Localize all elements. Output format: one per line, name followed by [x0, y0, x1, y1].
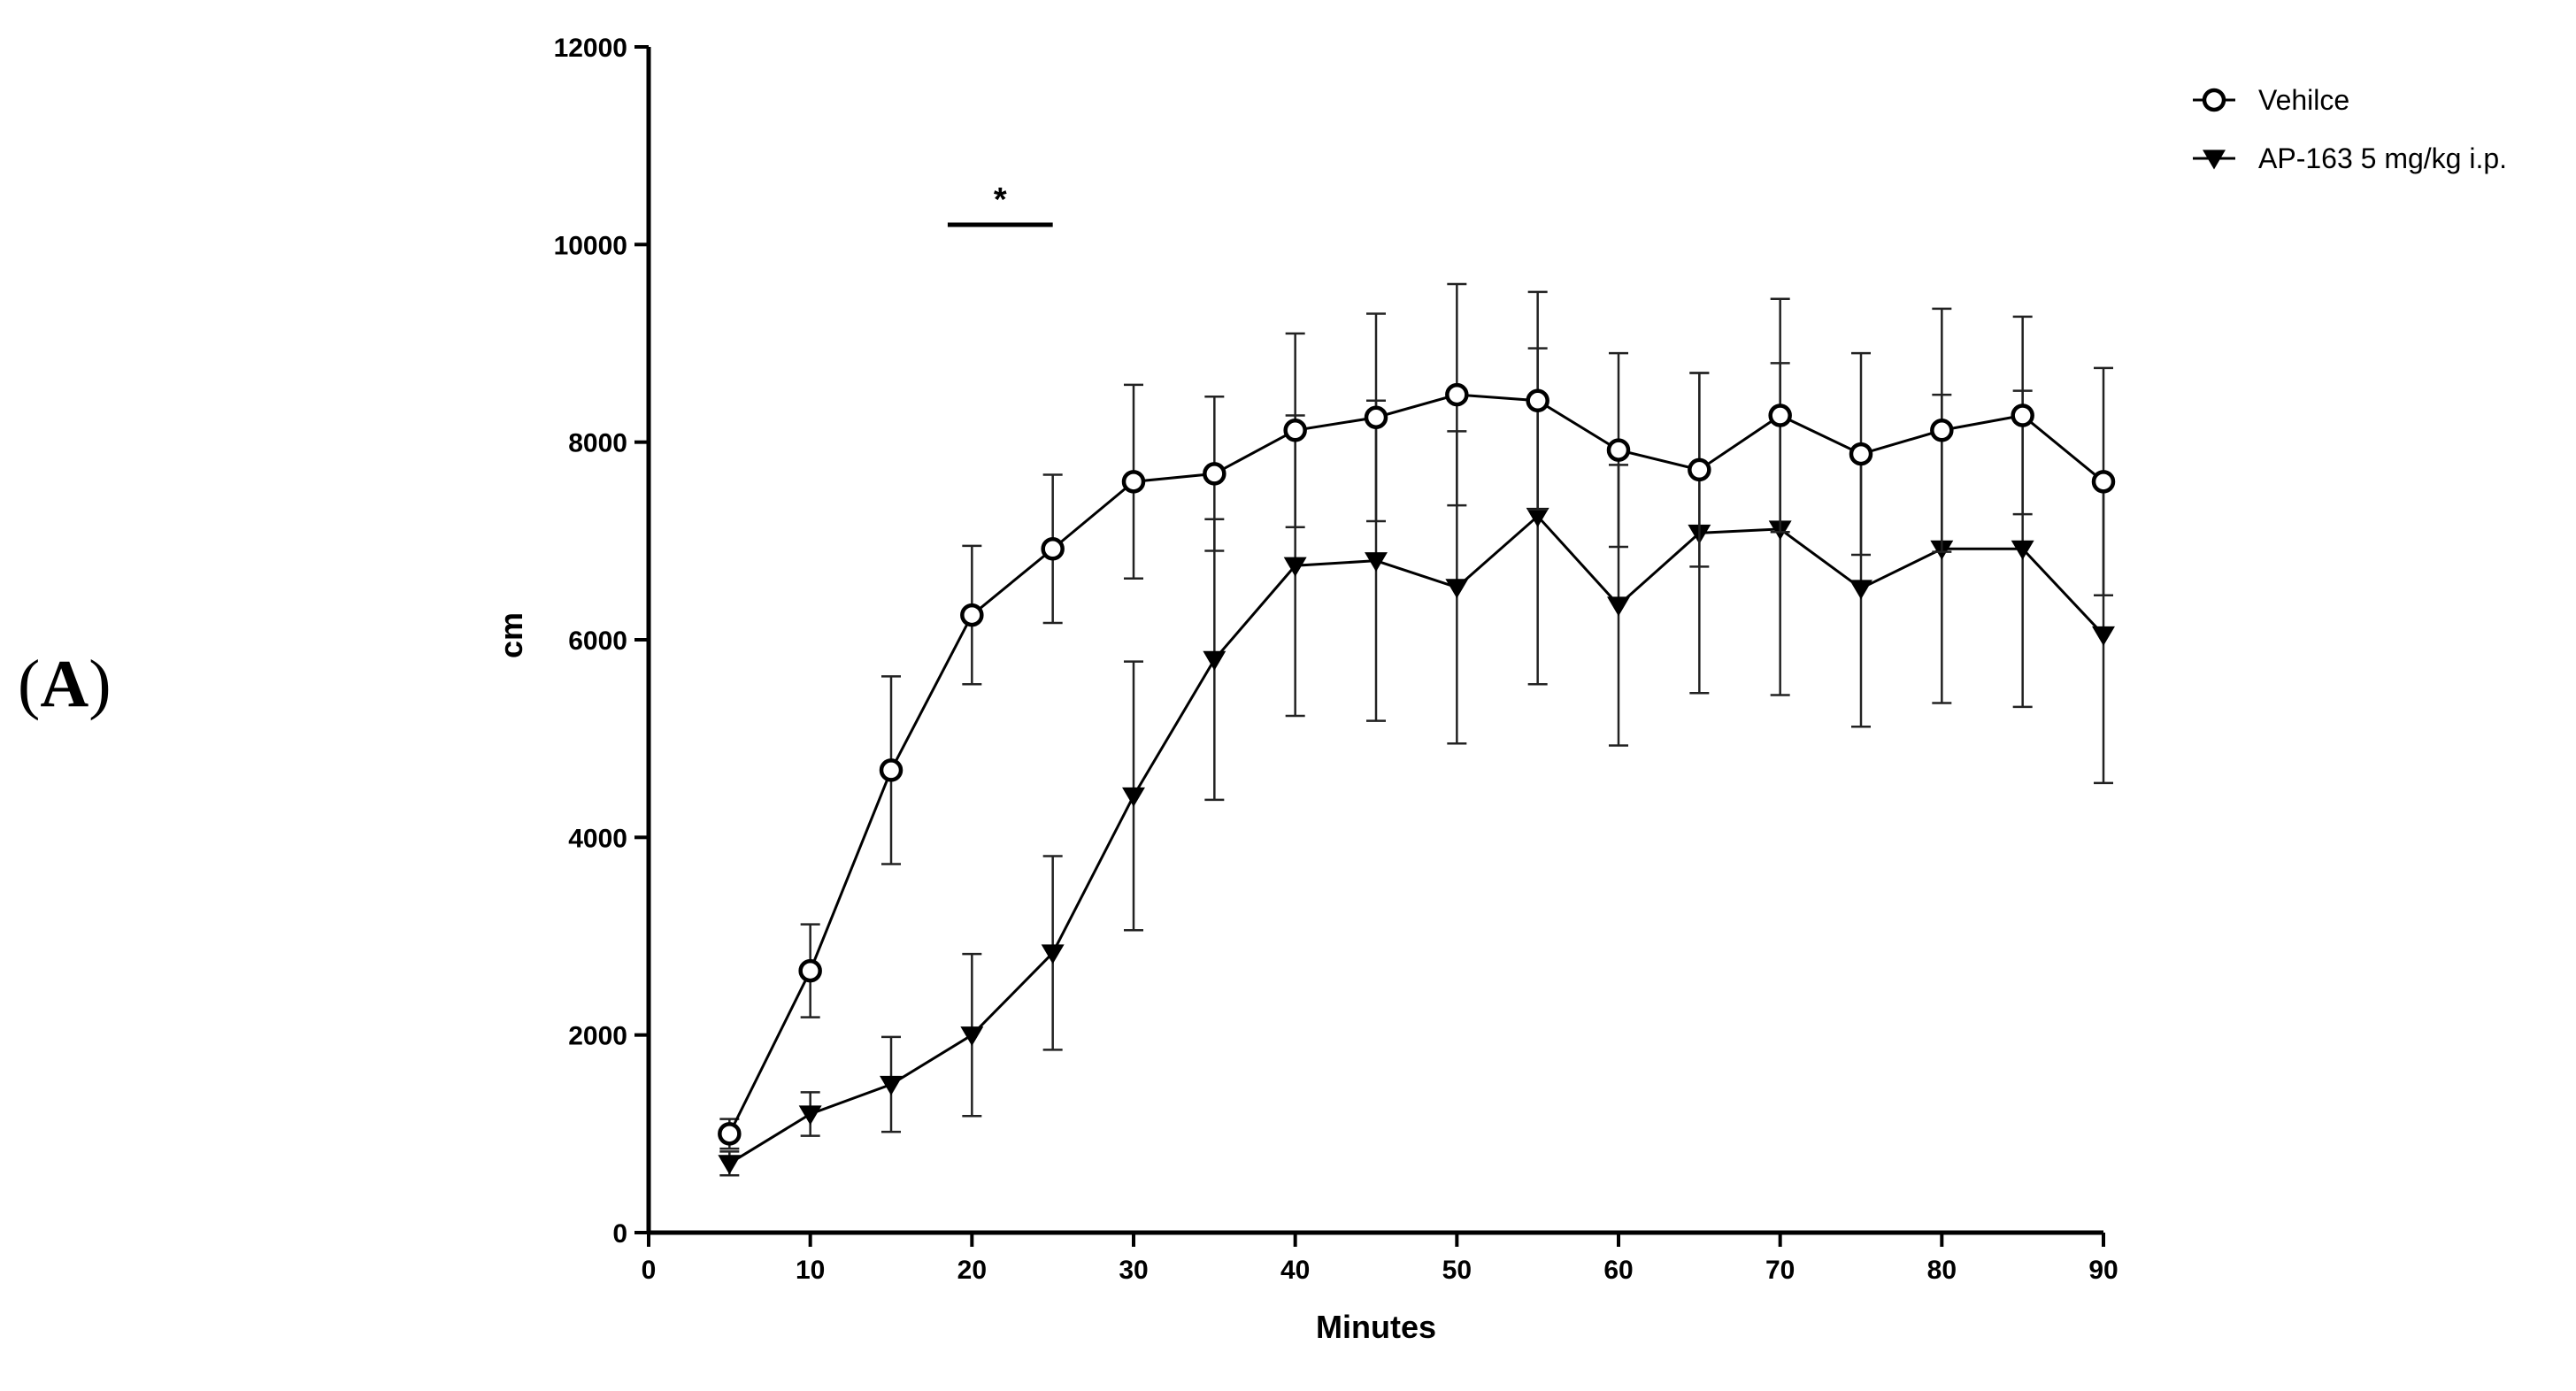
significance-star: *: [994, 181, 1007, 219]
legend-marker: [2202, 88, 2226, 112]
data-point: [1849, 580, 1872, 600]
data-point: [1203, 462, 1226, 486]
data-point: [1283, 419, 1307, 442]
data-point: [2011, 540, 2034, 560]
data-point: [798, 958, 822, 983]
y-tick-label: 6000: [568, 626, 627, 656]
legend-label: Vehilce: [2258, 84, 2349, 116]
legend-label: AP-163 5 mg/kg i.p.: [2258, 142, 2507, 174]
x-tick-label: 30: [1119, 1256, 1148, 1285]
x-tick-label: 20: [957, 1256, 987, 1285]
x-tick-label: 0: [642, 1256, 657, 1285]
data-point: [2091, 470, 2116, 494]
data-point: [1203, 650, 1226, 671]
data-point: [879, 758, 904, 782]
data-point: [1041, 944, 1065, 964]
data-point: [1606, 438, 1631, 462]
data-point: [1041, 537, 1065, 561]
data-point: [1283, 557, 1307, 577]
data-point: [1688, 457, 1711, 482]
legend: Vehilce AP-163 5 mg/kg i.p.: [2193, 84, 2507, 174]
data-point: [1364, 405, 1388, 429]
y-axis-title: cm: [493, 612, 529, 658]
data-point: [718, 1155, 742, 1175]
y-tick-label: 0: [612, 1219, 627, 1249]
y-tick-label: 4000: [568, 824, 627, 853]
data-point: [1122, 787, 1145, 807]
x-axis-title: Minutes: [1316, 1309, 1436, 1345]
data-point: [1607, 596, 1630, 617]
y-tick-label: 10000: [554, 231, 627, 260]
data-point: [1365, 552, 1388, 573]
x-tick-label: 50: [1442, 1256, 1472, 1285]
x-tick-label: 70: [1765, 1256, 1795, 1285]
data-point: [960, 1026, 984, 1047]
x-tick-label: 90: [2088, 1256, 2118, 1285]
x-tick-label: 60: [1603, 1256, 1633, 1285]
series-vehicle: [718, 282, 2116, 1150]
x-tick-label: 40: [1280, 1256, 1310, 1285]
y-tick-label: 8000: [568, 429, 627, 458]
y-tick-label: 12000: [554, 34, 627, 63]
data-point: [2011, 403, 2034, 427]
series-line: [728, 514, 2105, 1165]
data-point: [1930, 419, 1954, 442]
data-point: [1121, 470, 1146, 494]
panel-label-open-paren: (: [18, 647, 41, 721]
panel-label: (A): [18, 646, 111, 723]
data-series: [718, 282, 2116, 1177]
x-tick-label: 10: [796, 1256, 825, 1285]
data-point: [718, 1122, 742, 1146]
axes: 0 2000 4000 6000 8000 10000 12000 0 10 20 30 40 50 60…: [493, 34, 2118, 1345]
series-ap-163: [718, 347, 2115, 1177]
data-point: [880, 1075, 903, 1095]
data-point: [1445, 382, 1469, 407]
series-line: [727, 393, 2104, 1134]
data-point: [1849, 442, 1873, 466]
x-tick-label: 80: [1927, 1256, 1957, 1285]
y-tick-label: 2000: [568, 1022, 627, 1051]
data-point: [960, 603, 984, 627]
data-point: [1445, 579, 1469, 599]
data-point: [798, 1105, 822, 1126]
annotations: *: [947, 181, 1053, 227]
panel-label-close-paren: ): [88, 647, 111, 721]
data-point: [1768, 403, 1792, 427]
data-point: [2092, 626, 2115, 646]
panel-label-letter: A: [40, 647, 89, 721]
data-point: [1526, 388, 1549, 413]
legend-marker: [2203, 150, 2226, 170]
